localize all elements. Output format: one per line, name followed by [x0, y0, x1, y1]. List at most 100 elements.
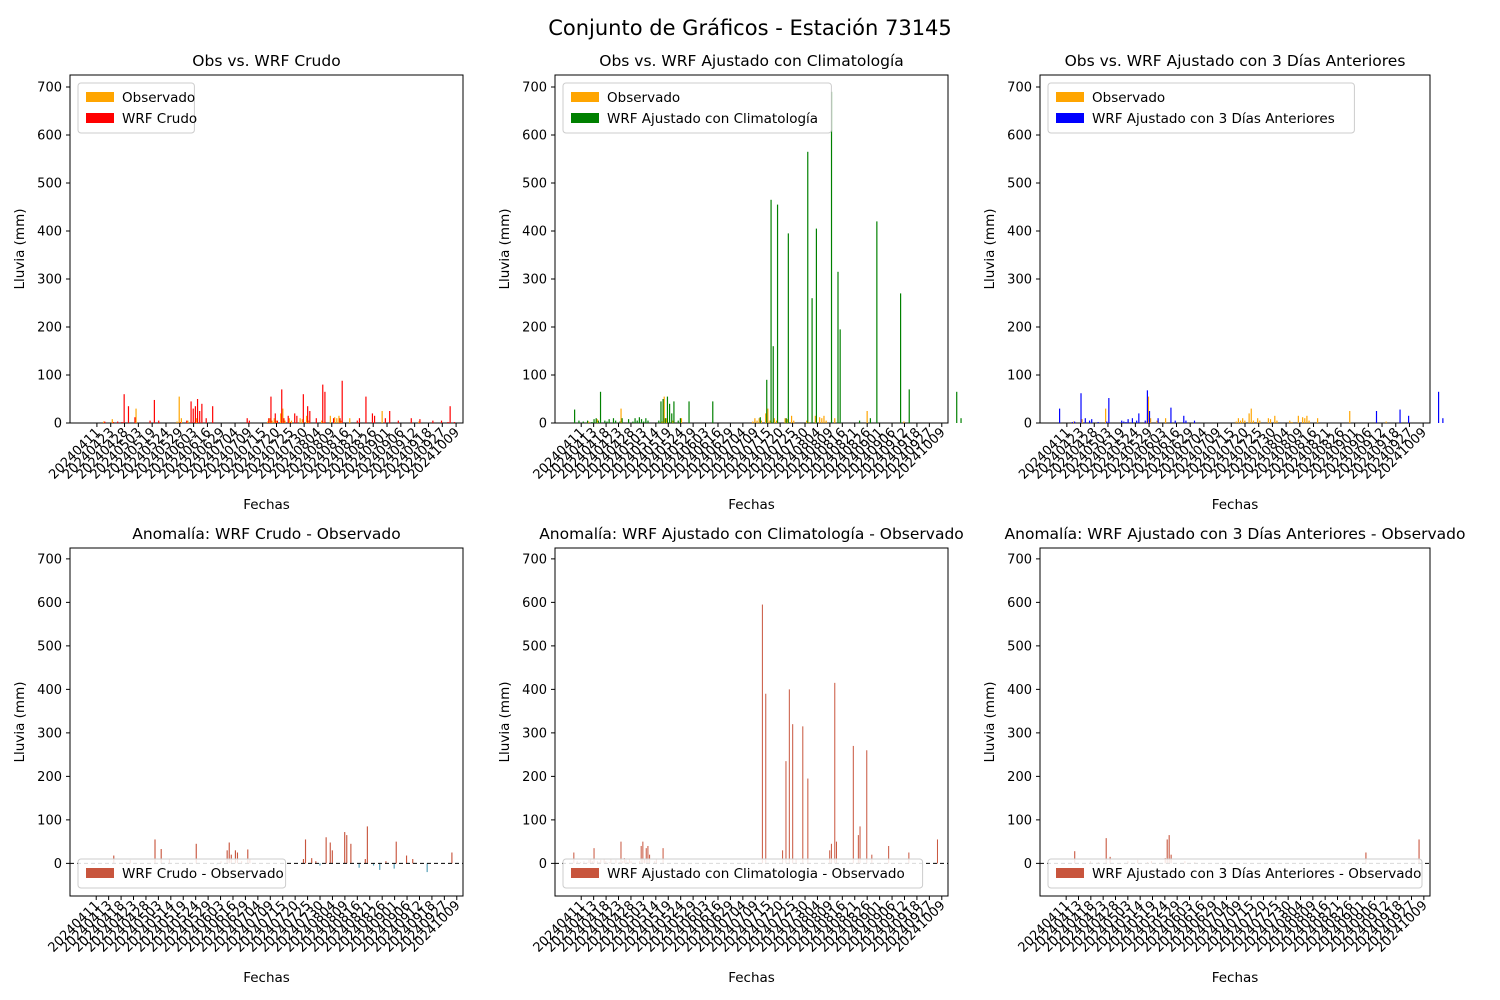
y-tick-label: 700 [522, 81, 547, 96]
bar [344, 832, 346, 864]
y-tick-label: 200 [37, 770, 62, 785]
bar [767, 408, 769, 423]
bar [1157, 418, 1159, 423]
bar [305, 415, 308, 423]
bar [121, 422, 123, 423]
bar [1145, 421, 1147, 423]
bar [829, 850, 831, 864]
bar [1166, 839, 1168, 864]
bar [621, 418, 623, 423]
bar [1252, 420, 1254, 423]
bar [187, 420, 189, 423]
bar [1097, 422, 1099, 423]
bar [662, 399, 664, 423]
bar [642, 841, 644, 864]
bar [634, 418, 636, 423]
y-tick-label: 700 [522, 552, 547, 567]
bar [1146, 390, 1148, 423]
bar [308, 420, 310, 423]
y-tick-label: 0 [54, 417, 62, 432]
bar [1239, 420, 1242, 423]
bar [190, 401, 192, 423]
bar [234, 850, 236, 864]
y-tick-label: 600 [522, 596, 547, 611]
bar [596, 419, 598, 423]
legend-label: Observado [1092, 90, 1165, 106]
y-tick-label: 500 [522, 639, 547, 654]
bar [908, 389, 910, 423]
y-tick-label: 300 [522, 273, 547, 288]
bar [1193, 420, 1196, 423]
legend-swatch [1056, 92, 1084, 102]
bar [837, 271, 839, 423]
bar [311, 858, 313, 864]
legend-swatch [1056, 113, 1084, 123]
bar [673, 401, 675, 423]
bar [178, 396, 180, 423]
legend-box [562, 858, 924, 889]
bar [226, 850, 228, 864]
bar [888, 845, 890, 864]
bar [672, 420, 674, 423]
bar [1385, 421, 1387, 423]
bar [395, 841, 397, 864]
bar [1442, 418, 1444, 423]
y-tick-label: 500 [37, 639, 62, 654]
bar [1108, 398, 1110, 423]
bar [371, 413, 374, 423]
axes-frame [69, 547, 464, 897]
bar [1235, 421, 1237, 423]
bar [331, 850, 333, 864]
bar [194, 406, 196, 423]
x-axis-label: Fechas [1212, 497, 1259, 513]
bar [578, 420, 580, 423]
bar [807, 151, 809, 424]
bar [866, 750, 868, 864]
bar [806, 420, 808, 423]
bar [304, 839, 307, 864]
bar [665, 418, 667, 423]
legend: WRF Crudo - Observado [77, 858, 287, 889]
y-tick-label: 600 [1007, 129, 1032, 144]
bar [773, 418, 775, 423]
x-axis-label: Fechas [1212, 970, 1259, 986]
chart-title: Obs vs. WRF Crudo [192, 52, 340, 70]
bar [936, 839, 938, 864]
bar [1375, 411, 1378, 423]
bar [325, 837, 327, 864]
bar [661, 421, 663, 423]
bar [1291, 422, 1293, 423]
y-tick-label: 0 [1024, 417, 1032, 432]
bar [315, 861, 317, 864]
legend: Observado WRF Ajustado con Climatología [562, 82, 832, 134]
x-axis-label: Fechas [243, 497, 290, 513]
legend-swatch [571, 92, 599, 102]
legend-label: WRF Ajustado con 3 Días Anteriores - Obs… [1092, 866, 1421, 882]
bar [332, 418, 335, 423]
bar [397, 420, 399, 423]
legend-label: WRF Crudo [122, 111, 197, 127]
bar [273, 418, 275, 423]
bar [315, 418, 317, 423]
bar [196, 399, 199, 423]
bar [1165, 418, 1167, 423]
x-axis-label: Fechas [243, 970, 290, 986]
bar [784, 418, 786, 423]
bar [814, 415, 816, 423]
bar [1088, 420, 1091, 423]
bar [154, 839, 156, 864]
axes-frame [1039, 547, 1431, 897]
chart-title: Anomalía: WRF Crudo - Observado [132, 525, 401, 543]
y-tick-label: 500 [37, 177, 62, 192]
bar [176, 421, 178, 423]
bar [775, 420, 778, 423]
figure-suptitle: Conjunto de Gráficos - Estación 73145 [548, 16, 952, 40]
bar [103, 421, 105, 423]
bar [765, 413, 767, 423]
y-tick-label: 600 [1007, 596, 1032, 611]
bar [620, 408, 622, 423]
y-axis-label: Lluvia (mm) [497, 682, 513, 763]
bar [606, 421, 608, 423]
